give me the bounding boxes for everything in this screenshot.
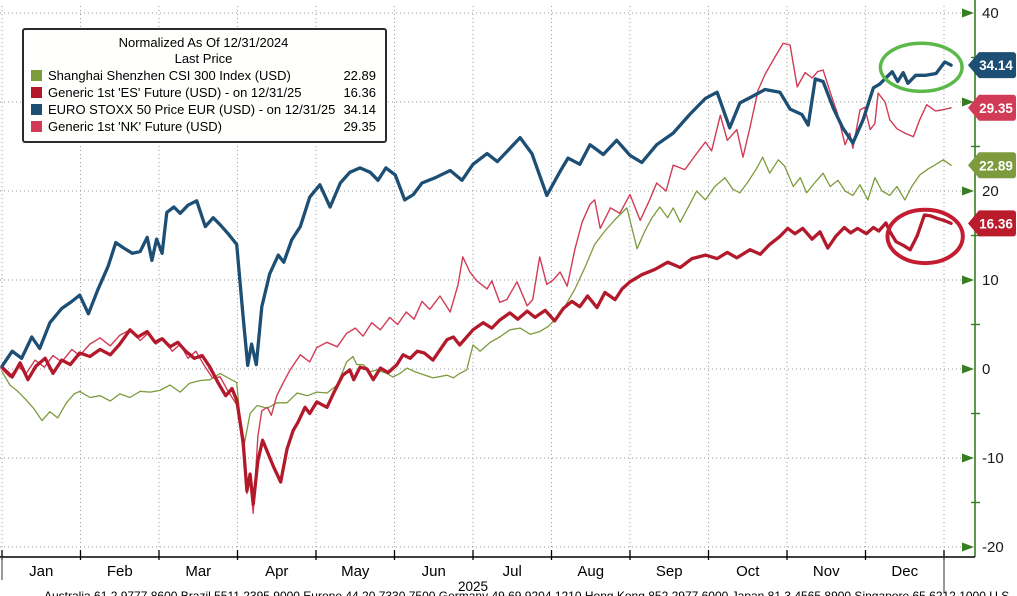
x-axis-label-aug: Aug — [577, 563, 604, 580]
x-axis-label-sep: Sep — [656, 563, 683, 580]
x-axis-label-mar: Mar — [185, 563, 211, 580]
x-axis-label-dec: Dec — [891, 563, 918, 580]
axis-badge-value-nk: 29.35 — [979, 101, 1013, 116]
legend-label: Generic 1st 'NK' Future (USD) — [48, 118, 223, 134]
y-axis-label--20: -20 — [982, 539, 1004, 556]
legend-label: EURO STOXX 50 Price EUR (USD) - on 12/31… — [48, 101, 336, 117]
highlight-stoxx-end — [878, 41, 964, 94]
y-axis-label-0: 0 — [982, 361, 990, 378]
series-line-csi300 — [1, 156, 952, 452]
series-lines — [0, 42, 953, 514]
right-axis-tick-arrow-40 — [962, 8, 974, 18]
x-axis-year-label: 2025 — [458, 579, 488, 594]
x-axis-label-jan: Jan — [29, 563, 53, 580]
x-axis-label-apr: Apr — [265, 563, 288, 580]
legend-title: Normalized As Of 12/31/2024 — [118, 35, 289, 50]
legend-swatch-es — [31, 87, 42, 98]
axis-badge-nk — [968, 94, 1016, 121]
axis-badge-value-es: 16.36 — [979, 216, 1013, 231]
series-line-stoxx — [0, 60, 953, 368]
legend-swatch-csi300 — [31, 70, 42, 81]
x-axis-label-jul: Jul — [503, 563, 522, 580]
right-axis-tick-arrow-10 — [962, 275, 974, 285]
legend-box: Normalized As Of 12/31/2024 Last Price S… — [22, 28, 387, 143]
x-axis-label-jun: Jun — [422, 563, 446, 580]
axis-badge-csi300 — [968, 152, 1016, 179]
legend-row-es: Generic 1st 'ES' Future (USD) - on 12/31… — [31, 84, 376, 101]
y-axis-label-40: 40 — [982, 5, 999, 22]
series-line-nk — [1, 42, 952, 514]
right-axis-tick-arrow-0 — [962, 364, 974, 374]
legend-swatch-stoxx — [31, 104, 42, 115]
annotations — [878, 41, 965, 266]
legend-value: 16.36 — [343, 84, 376, 100]
highlight-es-end — [885, 207, 965, 266]
axis-badge-stoxx — [968, 52, 1016, 79]
y-axis-label-20: 20 — [982, 183, 999, 200]
legend-label: Shanghai Shenzhen CSI 300 Index (USD) — [48, 67, 291, 83]
series-line-es — [0, 213, 953, 506]
y-axis-label--10: -10 — [982, 450, 1004, 467]
legend-value: 34.14 — [343, 101, 376, 117]
axis-badge-value-csi300: 22.89 — [979, 158, 1013, 173]
x-axis-label-feb: Feb — [107, 563, 133, 580]
right-axis-tick-arrow--10 — [962, 453, 974, 463]
right-axis-tick-arrow-20 — [962, 186, 974, 196]
price-badges: 34.14 29.35 22.89 16.36 — [968, 52, 1016, 237]
legend-row-nk: Generic 1st 'NK' Future (USD) 29.35 — [31, 118, 376, 135]
legend-subtitle: Last Price — [174, 51, 233, 66]
right-axis: 403020100-10-20 — [962, 0, 1004, 557]
legend-value: 22.89 — [343, 67, 376, 83]
right-axis-tick-arrow--20 — [962, 542, 974, 552]
axis-badge-value-stoxx: 34.14 — [979, 58, 1013, 73]
legend-value: 29.35 — [343, 118, 376, 134]
right-axis-tick-arrow-30 — [962, 97, 974, 107]
legend-rows: Shanghai Shenzhen CSI 300 Index (USD) 22.… — [31, 67, 376, 135]
x-axis-label-oct: Oct — [736, 563, 760, 580]
footer-text: Australia 61 2 9777 8600 Brazil 5511 239… — [44, 589, 1017, 596]
y-axis-label-10: 10 — [982, 272, 999, 289]
axis-badge-es — [968, 210, 1016, 237]
legend-row-stoxx: EURO STOXX 50 Price EUR (USD) - on 12/31… — [31, 101, 376, 118]
legend-label: Generic 1st 'ES' Future (USD) - on 12/31… — [48, 84, 302, 100]
x-axis-label-may: May — [341, 563, 370, 580]
legend-swatch-nk — [31, 121, 42, 132]
x-axis-label-nov: Nov — [813, 563, 840, 580]
legend-row-csi300: Shanghai Shenzhen CSI 300 Index (USD) 22.… — [31, 67, 376, 84]
bottom-axis: Jan Feb Mar Apr May Jun Jul Aug Sep Oct Nov Dec 2025 — [0, 550, 975, 594]
